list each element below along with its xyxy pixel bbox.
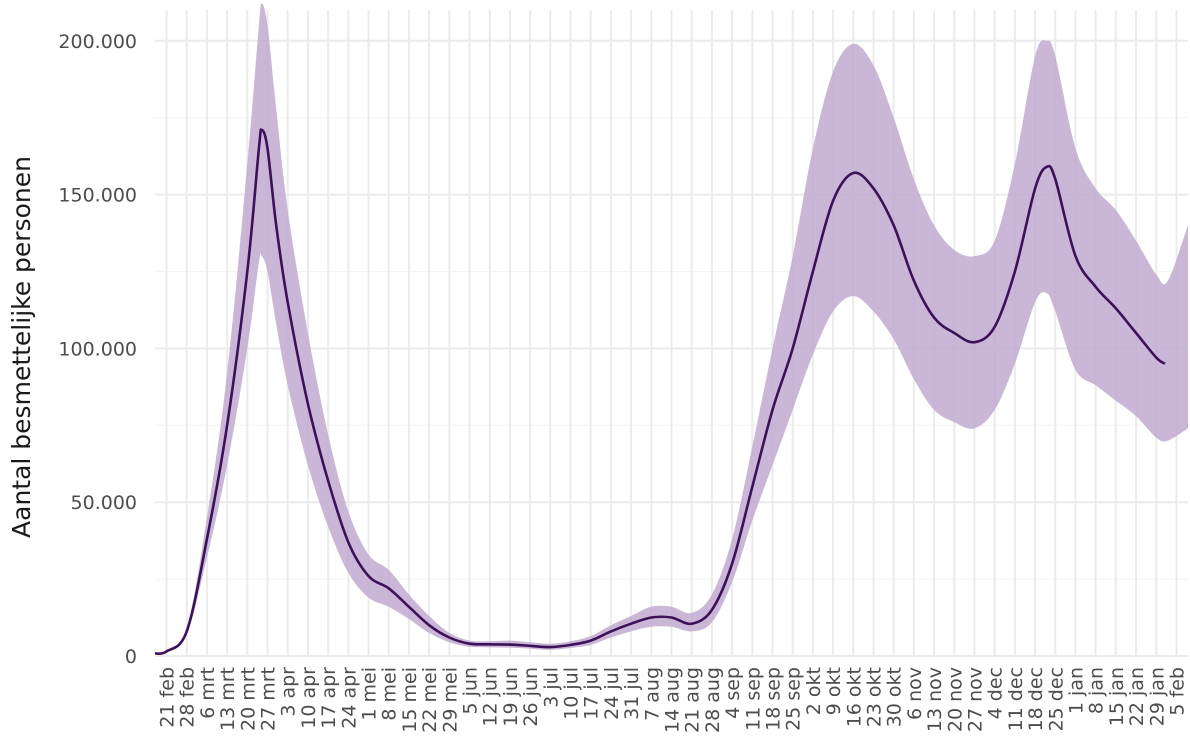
- x-tick-label: 21 feb: [157, 667, 179, 728]
- y-tick-label: 50.000: [71, 492, 137, 514]
- x-tick-label: 22 jan: [1126, 667, 1148, 726]
- y-axis-label: Aantal besmettelijke personen: [7, 156, 36, 538]
- x-tick-label: 22 mei: [419, 667, 441, 733]
- x-tick-label: 5 feb: [1166, 667, 1188, 716]
- y-tick-label: 100.000: [58, 338, 137, 360]
- x-tick-label: 18 dec: [1025, 667, 1047, 731]
- x-tick-label: 8 jan: [1086, 667, 1108, 714]
- x-tick-label: 20 nov: [944, 667, 966, 732]
- x-tick-label: 20 mrt: [237, 667, 259, 731]
- x-tick-label: 6 mrt: [197, 667, 219, 719]
- x-tick-label: 12 jun: [480, 667, 502, 727]
- x-tick-label: 15 mei: [399, 667, 421, 733]
- confidence-band: [155, 3, 1188, 654]
- x-tick-label: 17 apr: [318, 667, 340, 729]
- x-tick-label: 7 aug: [641, 667, 663, 721]
- x-tick-label: 10 apr: [298, 667, 320, 729]
- estimate-line: [154, 128, 1166, 656]
- x-tick-label: 2 okt: [803, 667, 825, 715]
- x-tick-label: 30 okt: [884, 667, 906, 727]
- x-tick-label: 27 nov: [964, 667, 986, 732]
- x-tick-label: 27 mrt: [258, 667, 280, 731]
- x-tick-label: 28 aug: [702, 667, 724, 733]
- x-tick-label: 11 dec: [1005, 667, 1027, 731]
- x-tick-label: 14 aug: [662, 667, 684, 733]
- x-tick-label: 13 mrt: [217, 667, 239, 731]
- x-tick-label: 6 nov: [904, 667, 926, 720]
- x-tick-label: 1 mei: [359, 667, 381, 721]
- x-tick-label: 11 sep: [742, 667, 764, 731]
- x-tick-label: 26 jun: [520, 667, 542, 727]
- x-tick-label: 15 jan: [1106, 667, 1128, 726]
- x-tick-label: 21 aug: [682, 667, 704, 733]
- x-tick-label: 24 apr: [338, 667, 360, 729]
- x-tick-label: 3 apr: [278, 667, 300, 717]
- x-tick-label: 8 mei: [379, 667, 401, 721]
- x-tick-label: 24 jul: [601, 667, 623, 720]
- x-tick-label: 19 jun: [500, 667, 522, 727]
- x-tick-label: 4 sep: [722, 667, 744, 719]
- x-tick-label: 4 dec: [985, 667, 1007, 719]
- y-axis-ticks: 0 50.000 100.000 150.000 200.000: [58, 31, 137, 668]
- x-tick-label: 25 sep: [783, 667, 805, 731]
- x-tick-label: 16 okt: [843, 667, 865, 727]
- x-tick-label: 23 okt: [863, 667, 885, 727]
- x-tick-label: 18 sep: [762, 667, 784, 731]
- x-tick-label: 17 jul: [581, 667, 603, 720]
- y-tick-label: 200.000: [58, 31, 137, 53]
- x-tick-label: 28 feb: [177, 667, 199, 728]
- x-tick-label: 31 jul: [621, 667, 643, 720]
- grid-major-x: [165, 10, 1178, 656]
- x-tick-label: 1 jan: [1065, 667, 1087, 714]
- x-tick-label: 10 jul: [561, 667, 583, 720]
- x-tick-label: 9 okt: [823, 667, 845, 715]
- x-tick-label: 5 jun: [460, 667, 482, 715]
- x-tick-label: 25 dec: [1045, 667, 1067, 731]
- x-tick-label: 29 mei: [439, 667, 461, 733]
- x-tick-label: 3 jul: [540, 667, 562, 708]
- y-tick-label: 0: [125, 646, 137, 668]
- x-tick-label: 29 jan: [1146, 667, 1168, 726]
- x-tick-label: 13 nov: [924, 667, 946, 732]
- y-tick-label: 150.000: [58, 185, 137, 207]
